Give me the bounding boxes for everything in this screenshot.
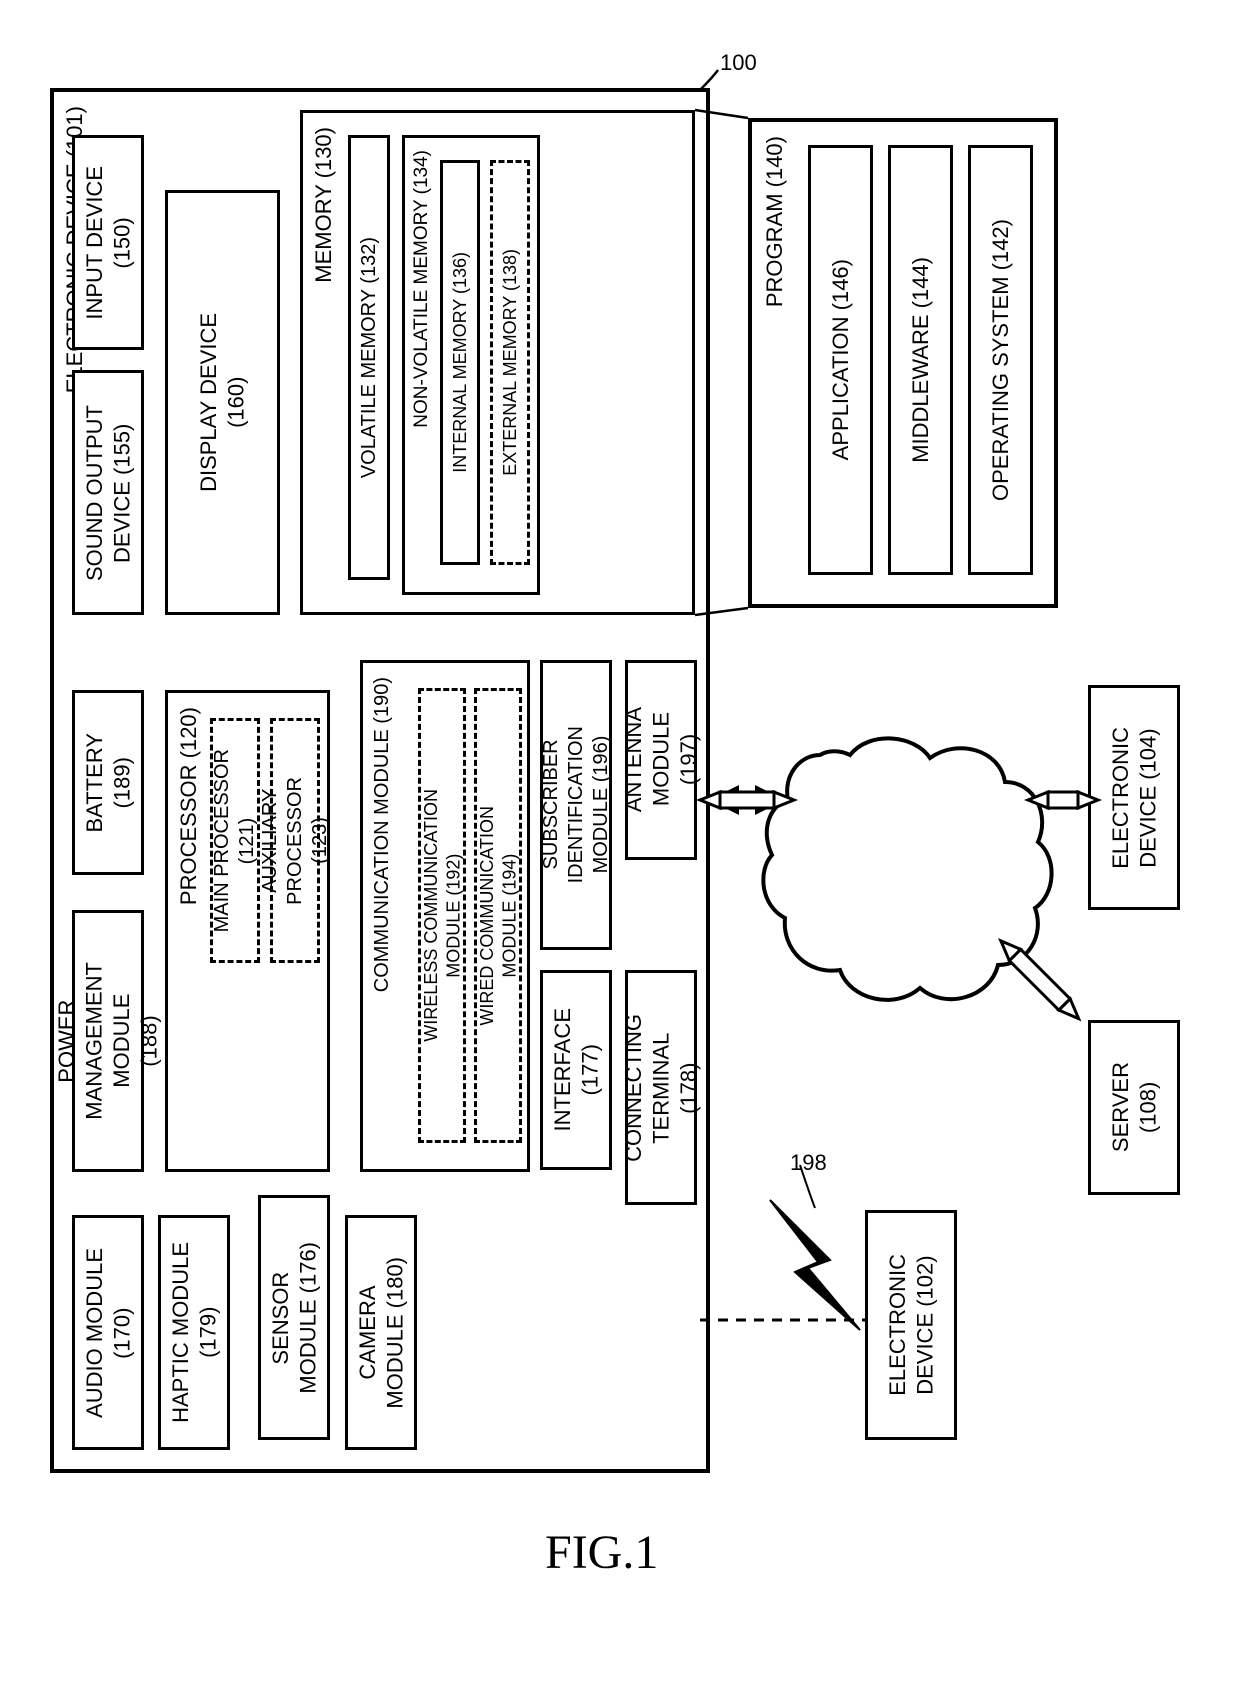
antenna-module-block: ANTENNA MODULE (197) xyxy=(625,660,697,860)
internal-memory-label: INTERNAL MEMORY (136) xyxy=(449,252,472,473)
battery-label: BATTERY (189) xyxy=(81,733,136,832)
electronic-device-102-label: ELECTRONIC DEVICE (102) xyxy=(884,1254,939,1396)
sensor-module-block: SENSOR MODULE (176) xyxy=(258,1195,330,1440)
sensor-module-label: SENSOR MODULE (176) xyxy=(267,1242,322,1394)
volatile-memory-block: VOLATILE MEMORY (132) xyxy=(348,135,390,580)
wireless-comm-label: WIRELESS COMMUNICATION MODULE (192) xyxy=(420,789,465,1042)
display-device-block: DISPLAY DEVICE (160) xyxy=(165,190,280,615)
memory-title: MEMORY (130) xyxy=(311,127,337,283)
input-device-block: INPUT DEVICE (150) xyxy=(72,135,144,350)
main-processor-label: MAIN PROCESSOR (121) xyxy=(210,749,260,932)
main-processor-block: MAIN PROCESSOR (121) xyxy=(210,718,260,963)
interface-block: INTERFACE (177) xyxy=(540,970,612,1170)
haptic-module-block: HAPTIC MODULE (179) xyxy=(158,1215,230,1450)
application-block: APPLICATION (146) xyxy=(808,145,873,575)
sound-output-label: SOUND OUTPUT DEVICE (155) xyxy=(81,405,136,581)
connecting-terminal-block: CONNECTING TERMINAL (178) xyxy=(625,970,697,1205)
communication-module-title: COMMUNICATION MODULE (190) xyxy=(371,677,394,992)
server-label: SERVER (108) xyxy=(1107,1062,1162,1152)
input-device-label: INPUT DEVICE (150) xyxy=(81,166,136,320)
volatile-memory-label: VOLATILE MEMORY (132) xyxy=(357,237,382,478)
network-label: NETWORK (199) xyxy=(870,800,896,970)
wireless-ref-198: 198 xyxy=(790,1150,827,1176)
processor-title: PROCESSOR (120) xyxy=(176,707,202,905)
aux-processor-label: AUXILIARY PROCESSOR (123) xyxy=(258,777,333,905)
audio-module-block: AUDIO MODULE (170) xyxy=(72,1215,144,1450)
interface-label: INTERFACE (177) xyxy=(549,1008,604,1131)
server-block: SERVER (108) xyxy=(1088,1020,1180,1195)
network-cloud xyxy=(763,738,1051,1000)
power-mgmt-label: POWER MANAGEMENT MODULE (188) xyxy=(53,962,163,1120)
subscriber-id-label: SUBSCRIBER IDENTIFICATION MODULE (196) xyxy=(539,726,614,883)
os-label: OPERATING SYSTEM (142) xyxy=(987,219,1015,501)
power-mgmt-block: POWER MANAGEMENT MODULE (188) xyxy=(72,910,144,1172)
wireless-comm-block: WIRELESS COMMUNICATION MODULE (192) xyxy=(418,688,466,1143)
middleware-label: MIDDLEWARE (144) xyxy=(907,257,935,463)
camera-module-block: CAMERA MODULE (180) xyxy=(345,1215,417,1450)
connecting-terminal-label: CONNECTING TERMINAL (178) xyxy=(620,1014,703,1162)
haptic-module-label: HAPTIC MODULE (179) xyxy=(167,1242,222,1423)
diagram-stage: ELECTRONIC DEVICE (101) INPUT DEVICE (15… xyxy=(0,0,1240,1701)
audio-module-label: AUDIO MODULE (170) xyxy=(81,1248,136,1418)
wired-comm-block: WIRED COMMUNICATION MODULE (194) xyxy=(474,688,522,1143)
electronic-device-102: ELECTRONIC DEVICE (102) xyxy=(865,1210,957,1440)
electronic-device-104: ELECTRONIC DEVICE (104) xyxy=(1088,685,1180,910)
aux-processor-block: AUXILIARY PROCESSOR (123) xyxy=(270,718,320,963)
camera-module-label: CAMERA MODULE (180) xyxy=(354,1257,409,1409)
internal-memory-block: INTERNAL MEMORY (136) xyxy=(440,160,480,565)
display-device-label: DISPLAY DEVICE (160) xyxy=(195,313,250,492)
os-block: OPERATING SYSTEM (142) xyxy=(968,145,1033,575)
antenna-module-label: ANTENNA MODULE (197) xyxy=(620,707,703,812)
wired-comm-label: WIRED COMMUNICATION MODULE (194) xyxy=(476,806,521,1026)
sound-output-block: SOUND OUTPUT DEVICE (155) xyxy=(72,370,144,615)
application-label: APPLICATION (146) xyxy=(827,259,855,460)
external-memory-label: EXTERNAL MEMORY (138) xyxy=(499,249,522,476)
external-memory-block: EXTERNAL MEMORY (138) xyxy=(490,160,530,565)
program-title: PROGRAM (140) xyxy=(762,136,788,307)
middleware-block: MIDDLEWARE (144) xyxy=(888,145,953,575)
system-ref-100: 100 xyxy=(720,50,757,76)
lightning-bolt-icon xyxy=(770,1200,860,1330)
nonvolatile-memory-label: NON-VOLATILE MEMORY (134) xyxy=(411,150,433,428)
figure-label: FIG.1 xyxy=(545,1525,658,1580)
subscriber-id-block: SUBSCRIBER IDENTIFICATION MODULE (196) xyxy=(540,660,612,950)
battery-block: BATTERY (189) xyxy=(72,690,144,875)
electronic-device-104-label: ELECTRONIC DEVICE (104) xyxy=(1107,727,1162,869)
